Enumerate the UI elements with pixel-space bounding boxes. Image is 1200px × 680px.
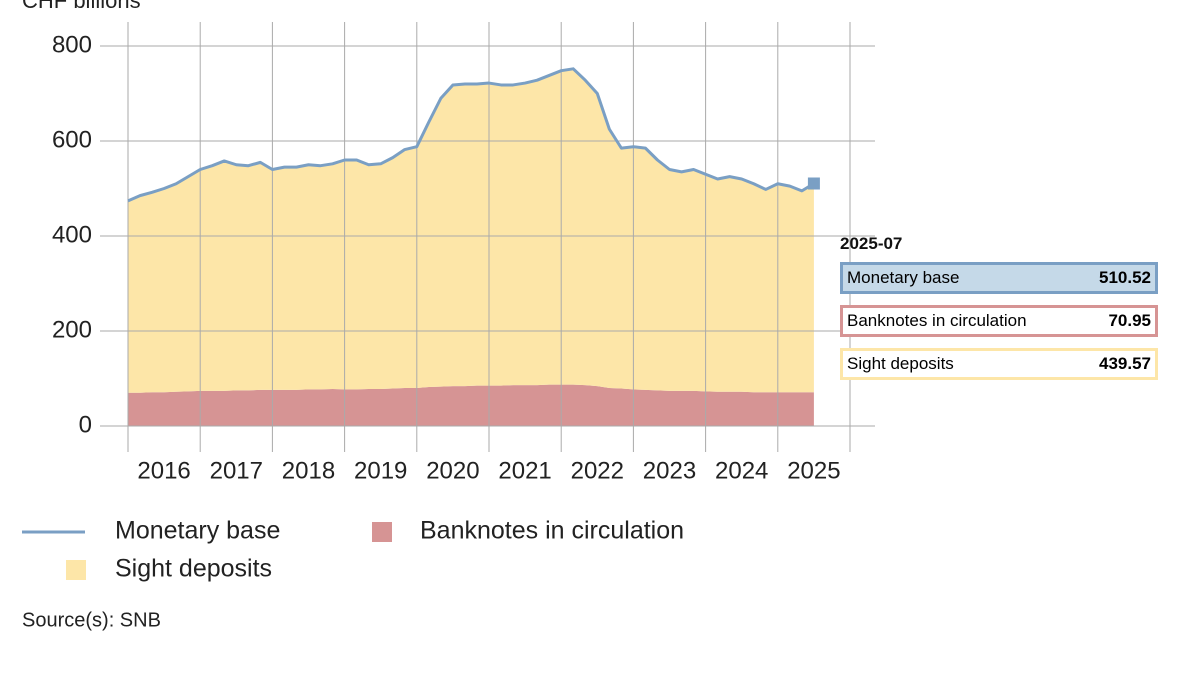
x-tick-label: 2025 [787, 457, 840, 484]
y-tick-label: 200 [52, 316, 92, 343]
x-tick-label: 2016 [137, 457, 190, 484]
tooltip-value: 510.52 [1099, 268, 1151, 287]
tooltip-row: Banknotes in circulation 70.95 [840, 305, 1158, 337]
legend-label: Banknotes in circulation [420, 517, 684, 545]
x-tick-label: 2023 [643, 457, 696, 484]
tooltip-row: Sight deposits 439.57 [840, 348, 1158, 380]
y-tick-label: 400 [52, 221, 92, 248]
grid [100, 22, 875, 452]
legend-label: Monetary base [115, 517, 280, 545]
tooltip-row: Monetary base 510.52 [840, 262, 1158, 294]
y-tick-label: 800 [52, 31, 92, 58]
x-tick-label: 2021 [498, 457, 551, 484]
x-tick-label: 2017 [210, 457, 263, 484]
x-tick-label: 2018 [282, 457, 335, 484]
y-tick-label: 600 [52, 126, 92, 153]
y-tick-label: 0 [79, 411, 92, 438]
tooltip-name: Banknotes in circulation [847, 311, 1027, 330]
x-tick-label: 2019 [354, 457, 407, 484]
tooltip-name: Monetary base [847, 268, 960, 287]
end-marker [807, 177, 820, 190]
area [128, 384, 814, 426]
legend-swatch [66, 560, 86, 580]
tooltip-date: 2025-07 [840, 234, 903, 253]
line [127, 67, 815, 203]
tooltip-value: 439.57 [1099, 354, 1151, 373]
plot [128, 68, 814, 426]
x-tick-label: 2022 [571, 457, 624, 484]
legend-swatch [372, 522, 392, 542]
x-tick-label: 2020 [426, 457, 479, 484]
area [128, 68, 814, 393]
tooltip-name: Sight deposits [847, 354, 954, 373]
y-axis-label: CHF billions [22, 0, 141, 13]
legend-label: Sight deposits [115, 555, 272, 583]
source: Source(s): SNB [22, 609, 161, 631]
tooltip-value: 70.95 [1108, 311, 1151, 330]
x-tick-label: 2024 [715, 457, 768, 484]
